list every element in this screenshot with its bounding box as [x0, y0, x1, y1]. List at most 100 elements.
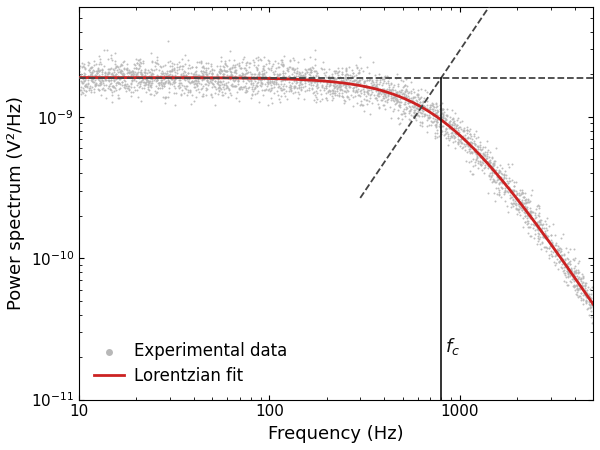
Experimental data — [409, 109, 418, 116]
Experimental data — [258, 91, 268, 98]
Experimental data — [219, 66, 229, 73]
Experimental data — [483, 189, 493, 197]
Experimental data — [529, 221, 538, 228]
Experimental data — [385, 74, 394, 81]
Experimental data — [254, 78, 263, 86]
Experimental data — [93, 66, 103, 73]
Experimental data — [175, 79, 184, 86]
Experimental data — [335, 86, 345, 94]
Experimental data — [473, 159, 483, 166]
Experimental data — [77, 86, 86, 94]
Experimental data — [310, 55, 320, 63]
Experimental data — [366, 85, 376, 92]
Experimental data — [214, 67, 224, 74]
Experimental data — [248, 91, 257, 98]
Experimental data — [124, 83, 134, 90]
Experimental data — [412, 90, 422, 98]
Experimental data — [264, 75, 274, 82]
Experimental data — [178, 82, 187, 89]
Experimental data — [209, 82, 218, 90]
Experimental data — [584, 290, 594, 297]
Experimental data — [117, 61, 127, 68]
Experimental data — [362, 63, 372, 71]
Experimental data — [503, 208, 513, 216]
Experimental data — [489, 167, 499, 174]
Experimental data — [395, 102, 404, 109]
Experimental data — [283, 75, 292, 82]
Experimental data — [504, 174, 514, 181]
Experimental data — [405, 116, 415, 123]
Experimental data — [215, 62, 225, 69]
Experimental data — [364, 86, 374, 93]
Experimental data — [95, 77, 105, 85]
Experimental data — [506, 194, 515, 201]
Experimental data — [287, 64, 296, 72]
Experimental data — [113, 94, 122, 102]
Experimental data — [466, 135, 475, 142]
Experimental data — [439, 111, 448, 118]
Experimental data — [110, 76, 119, 84]
Experimental data — [383, 89, 392, 96]
Experimental data — [355, 101, 365, 108]
Experimental data — [428, 103, 437, 110]
Experimental data — [569, 283, 579, 290]
Experimental data — [370, 83, 380, 90]
Experimental data — [262, 82, 272, 90]
Experimental data — [307, 85, 317, 92]
Experimental data — [432, 107, 442, 114]
Experimental data — [575, 275, 584, 282]
Experimental data — [530, 226, 540, 233]
Experimental data — [167, 72, 177, 79]
Experimental data — [583, 283, 593, 290]
Experimental data — [79, 72, 88, 80]
Experimental data — [330, 68, 340, 75]
Experimental data — [190, 70, 199, 77]
Experimental data — [562, 265, 572, 272]
Experimental data — [284, 78, 293, 86]
Experimental data — [511, 199, 521, 207]
Experimental data — [425, 106, 435, 113]
Experimental data — [255, 77, 265, 84]
Experimental data — [110, 74, 119, 81]
Experimental data — [263, 56, 273, 63]
Experimental data — [585, 293, 595, 300]
Experimental data — [317, 95, 327, 103]
Experimental data — [106, 76, 116, 83]
Experimental data — [110, 84, 120, 91]
Experimental data — [250, 61, 259, 68]
Experimental data — [256, 82, 266, 90]
Experimental data — [438, 112, 448, 120]
Experimental data — [412, 96, 421, 104]
Experimental data — [340, 78, 350, 86]
Experimental data — [485, 169, 494, 176]
Experimental data — [282, 95, 292, 103]
Experimental data — [339, 78, 349, 85]
Experimental data — [473, 165, 483, 172]
Experimental data — [560, 270, 570, 277]
Experimental data — [229, 63, 238, 71]
Experimental data — [410, 112, 419, 119]
Experimental data — [456, 125, 466, 132]
Experimental data — [469, 133, 479, 140]
Experimental data — [521, 213, 530, 220]
Experimental data — [580, 284, 590, 291]
Experimental data — [400, 112, 410, 119]
Experimental data — [201, 66, 211, 73]
Experimental data — [374, 93, 384, 100]
Experimental data — [341, 89, 351, 96]
Experimental data — [500, 187, 510, 194]
Experimental data — [375, 79, 385, 86]
Experimental data — [321, 82, 331, 90]
Experimental data — [327, 86, 337, 94]
Experimental data — [337, 78, 347, 85]
Experimental data — [154, 80, 164, 87]
Experimental data — [186, 100, 196, 108]
Experimental data — [162, 72, 172, 79]
Experimental data — [217, 91, 227, 99]
Experimental data — [578, 282, 588, 289]
Experimental data — [267, 78, 277, 86]
Experimental data — [446, 114, 455, 121]
Experimental data — [296, 77, 305, 84]
Experimental data — [97, 78, 106, 86]
Experimental data — [110, 65, 120, 72]
